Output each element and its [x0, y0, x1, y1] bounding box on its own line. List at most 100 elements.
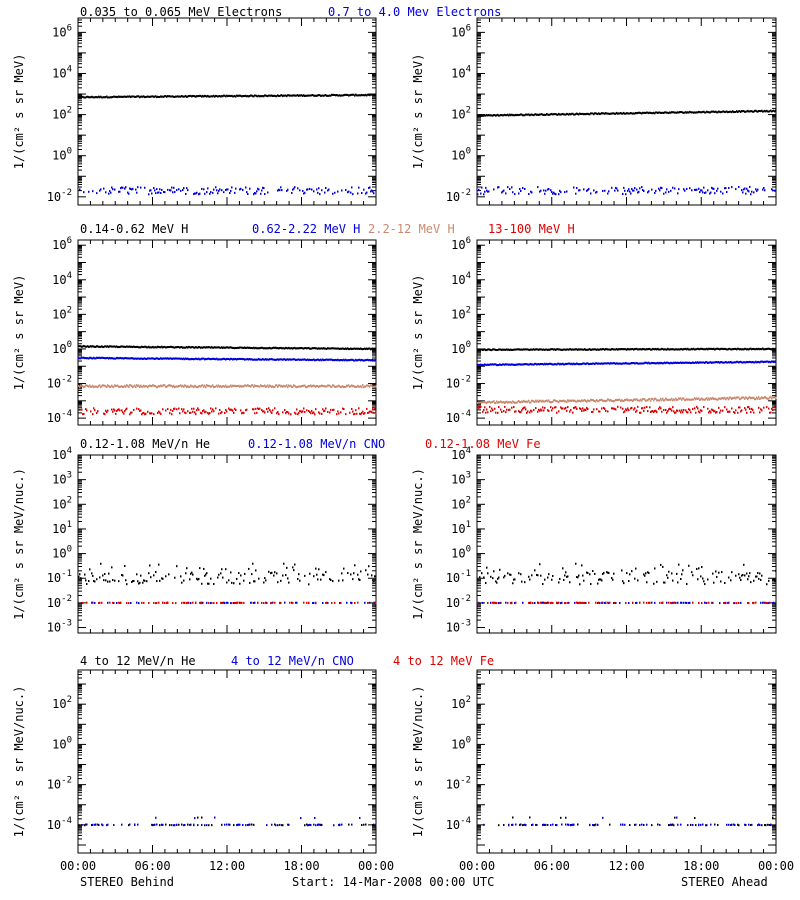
- data-point: [588, 187, 590, 190]
- data-point: [228, 94, 230, 97]
- data-point: [656, 111, 658, 114]
- data-point: [258, 347, 260, 350]
- data-point: [307, 358, 309, 361]
- data-point: [226, 386, 228, 389]
- data-point: [741, 189, 743, 192]
- data-point: [759, 361, 761, 364]
- data-point: [735, 110, 737, 113]
- data-point: [623, 348, 625, 351]
- data-point: [293, 358, 295, 361]
- data-point: [232, 409, 234, 412]
- data-point: [581, 348, 583, 351]
- data-point: [680, 361, 682, 364]
- data-point: [673, 348, 675, 351]
- data-point: [652, 112, 654, 115]
- data-point: [504, 363, 506, 366]
- data-point: [674, 411, 676, 414]
- data-point: [330, 408, 332, 411]
- data-point: [242, 411, 244, 414]
- data-point: [709, 111, 711, 114]
- data-point: [688, 398, 690, 401]
- data-point: [202, 601, 204, 604]
- data-point: [183, 357, 185, 360]
- data-point: [327, 384, 329, 387]
- data-point: [183, 579, 185, 582]
- data-point: [577, 601, 579, 604]
- data-point: [104, 357, 106, 360]
- data-point: [547, 348, 549, 351]
- data-point: [270, 347, 272, 350]
- data-point: [580, 348, 582, 351]
- data-point: [234, 95, 236, 98]
- data-point: [267, 347, 269, 350]
- data-point: [545, 114, 547, 117]
- data-point: [760, 601, 762, 604]
- data-point: [200, 601, 202, 604]
- data-point: [138, 384, 140, 387]
- data-point: [551, 363, 553, 366]
- data-point: [345, 385, 347, 388]
- data-point: [618, 112, 620, 115]
- data-point: [118, 601, 120, 604]
- data-point: [141, 345, 143, 348]
- data-point: [354, 347, 356, 350]
- data-point: [189, 94, 191, 97]
- data-point: [339, 347, 341, 350]
- data-point: [562, 348, 564, 351]
- data-point: [737, 360, 739, 363]
- series-3-tan: [477, 395, 777, 405]
- data-point: [546, 602, 548, 605]
- data-point: [629, 190, 631, 193]
- series-4-red: [79, 407, 377, 416]
- data-point: [770, 411, 772, 414]
- data-point: [771, 348, 773, 351]
- data-point: [262, 186, 264, 189]
- data-point: [537, 601, 539, 604]
- data-point: [618, 362, 620, 365]
- data-point: [332, 93, 334, 96]
- data-point: [593, 408, 595, 411]
- data-point: [213, 94, 215, 97]
- data-point: [107, 409, 109, 412]
- data-point: [692, 348, 694, 351]
- data-point: [637, 399, 639, 402]
- data-point: [676, 409, 678, 412]
- data-point: [372, 408, 374, 411]
- data-point: [519, 401, 521, 404]
- data-point: [91, 385, 93, 388]
- data-point: [285, 346, 287, 349]
- data-point: [153, 95, 155, 98]
- data-point: [665, 111, 667, 114]
- data-point: [738, 573, 740, 576]
- y-tick-label: 100: [52, 340, 72, 356]
- data-point: [547, 409, 549, 412]
- data-point: [522, 601, 524, 604]
- data-point: [764, 601, 766, 604]
- data-point: [646, 405, 648, 408]
- data-point: [482, 114, 484, 117]
- data-point: [697, 397, 699, 400]
- data-point: [237, 601, 239, 604]
- data-point: [478, 348, 480, 351]
- data-point: [264, 94, 266, 97]
- data-point: [174, 190, 176, 193]
- data-point: [630, 192, 632, 195]
- data-point: [710, 397, 712, 400]
- data-point: [708, 361, 710, 364]
- data-point: [660, 348, 662, 351]
- data-point: [486, 408, 488, 411]
- data-point: [685, 409, 687, 412]
- data-point: [355, 93, 357, 96]
- data-point: [539, 409, 541, 412]
- data-point: [81, 95, 83, 98]
- data-point: [646, 348, 648, 351]
- data-point: [365, 385, 367, 388]
- data-point: [653, 362, 655, 365]
- data-point: [294, 384, 296, 387]
- data-point: [767, 360, 769, 363]
- data-point: [198, 94, 200, 97]
- data-point: [85, 579, 87, 582]
- data-point: [89, 345, 91, 348]
- data-point: [665, 397, 667, 400]
- data-point: [126, 345, 128, 348]
